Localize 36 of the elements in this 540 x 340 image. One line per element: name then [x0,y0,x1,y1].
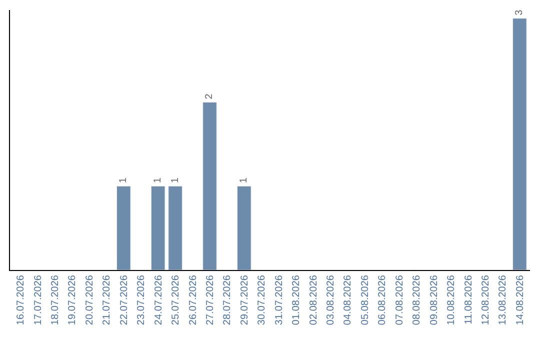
x-tick-label: 26.07.2026 [188,274,199,326]
x-tick-label: 23.07.2026 [136,274,148,326]
x-tick-label: 25.07.2026 [170,274,182,326]
x-tick-label: 30.07.2026 [256,274,268,326]
data-label: 3 [514,9,526,16]
x-tick-label: 09.08.2026 [428,274,440,326]
x-tick-label: 19.07.2026 [67,274,78,326]
data-label: 1 [152,177,164,184]
x-tick-label: 27.07.2026 [204,274,216,326]
x-tick-label: 14.08.2026 [514,274,526,326]
x-tick-label: 12.08.2026 [480,274,492,326]
x-tick-label: 22.07.2026 [118,274,130,326]
x-tick-label: 10.08.2026 [446,274,458,326]
x-tick-label: 07.08.2026 [394,274,406,326]
x-tick-label: 05.08.2026 [360,274,371,326]
x-tick-label: 21.07.2026 [102,274,113,326]
x-tick-label: 28.07.2026 [222,274,234,326]
data-label: 1 [170,177,181,184]
x-tick-label: 17.07.2026 [32,274,44,326]
data-label: 2 [204,93,216,100]
x-tick-label: 02.08.2026 [308,274,320,326]
x-tick-label: 18.07.2026 [50,274,62,326]
x-tick-label: 03.08.2026 [326,274,337,326]
x-tick-label: 04.08.2026 [342,274,354,326]
x-tick-label: 16.07.2026 [16,274,27,326]
x-tick-label: 31.07.2026 [274,274,285,326]
data-label: 1 [118,177,130,184]
x-tick-label: 11.08.2026 [463,274,474,324]
x-tick-label: 24.07.2026 [153,274,164,326]
x-tick-label: 29.07.2026 [239,274,250,326]
data-label: 1 [238,177,250,184]
x-tick-label: 13.08.2026 [498,274,509,326]
x-tick-label: 20.07.2026 [84,274,96,326]
x-tick-label: 01.08.2026 [291,274,302,326]
x-tick-label: 08.08.2026 [412,274,423,326]
x-tick-label: 06.08.2026 [377,274,388,326]
